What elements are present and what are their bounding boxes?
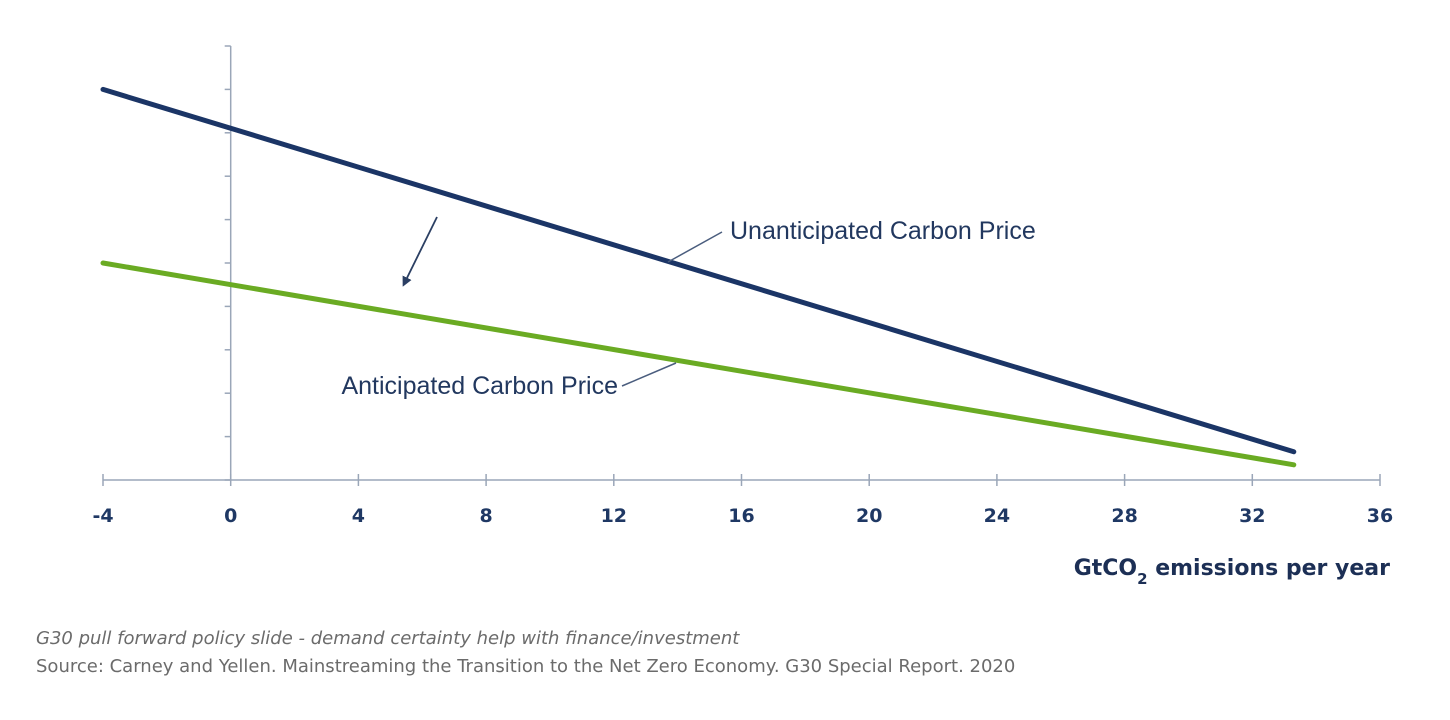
x-axis-label-subscript: 2 [1137,570,1147,588]
series-leader-line [621,362,677,387]
axes [103,45,1380,481]
x-axis-label: GtCO2 emissions per year [1074,556,1390,588]
figure-source: Source: Carney and Yellen. Mainstreaming… [36,656,1016,677]
x-tick-labels: -4 0 4 8 12 16 20 24 28 32 36 [92,474,1393,527]
x-axis-label-suffix: emissions per year [1148,556,1391,581]
x-tick-label: 36 [1367,505,1393,527]
series-leader-line [667,231,723,263]
x-tick-label: 8 [479,505,492,527]
x-tick-label: 16 [728,505,754,527]
series-group: Unanticipated Carbon Price Anticipated Ca… [100,86,1297,468]
x-tick-label: 28 [1111,505,1137,527]
x-tick-label: 20 [856,505,882,527]
x-tick-label: 24 [984,505,1010,527]
x-axis-label-prefix: GtCO [1074,556,1137,581]
series-label: Unanticipated Carbon Price [730,217,1036,245]
shift-arrow [402,216,438,287]
x-tick-label: 4 [352,505,365,527]
chart-canvas: Unanticipated Carbon Price Anticipated Ca… [92,45,1393,588]
series-label: Anticipated Carbon Price [341,372,618,400]
annotations [402,216,438,287]
x-tick-label: 32 [1239,505,1265,527]
series-line-1 [100,86,1297,455]
series-line-2 [100,260,1297,468]
figure-caption: G30 pull forward policy slide - demand c… [36,628,740,649]
x-tick-label: -4 [92,505,113,527]
x-tick-label: 0 [224,505,237,527]
x-tick-label: 12 [601,505,627,527]
